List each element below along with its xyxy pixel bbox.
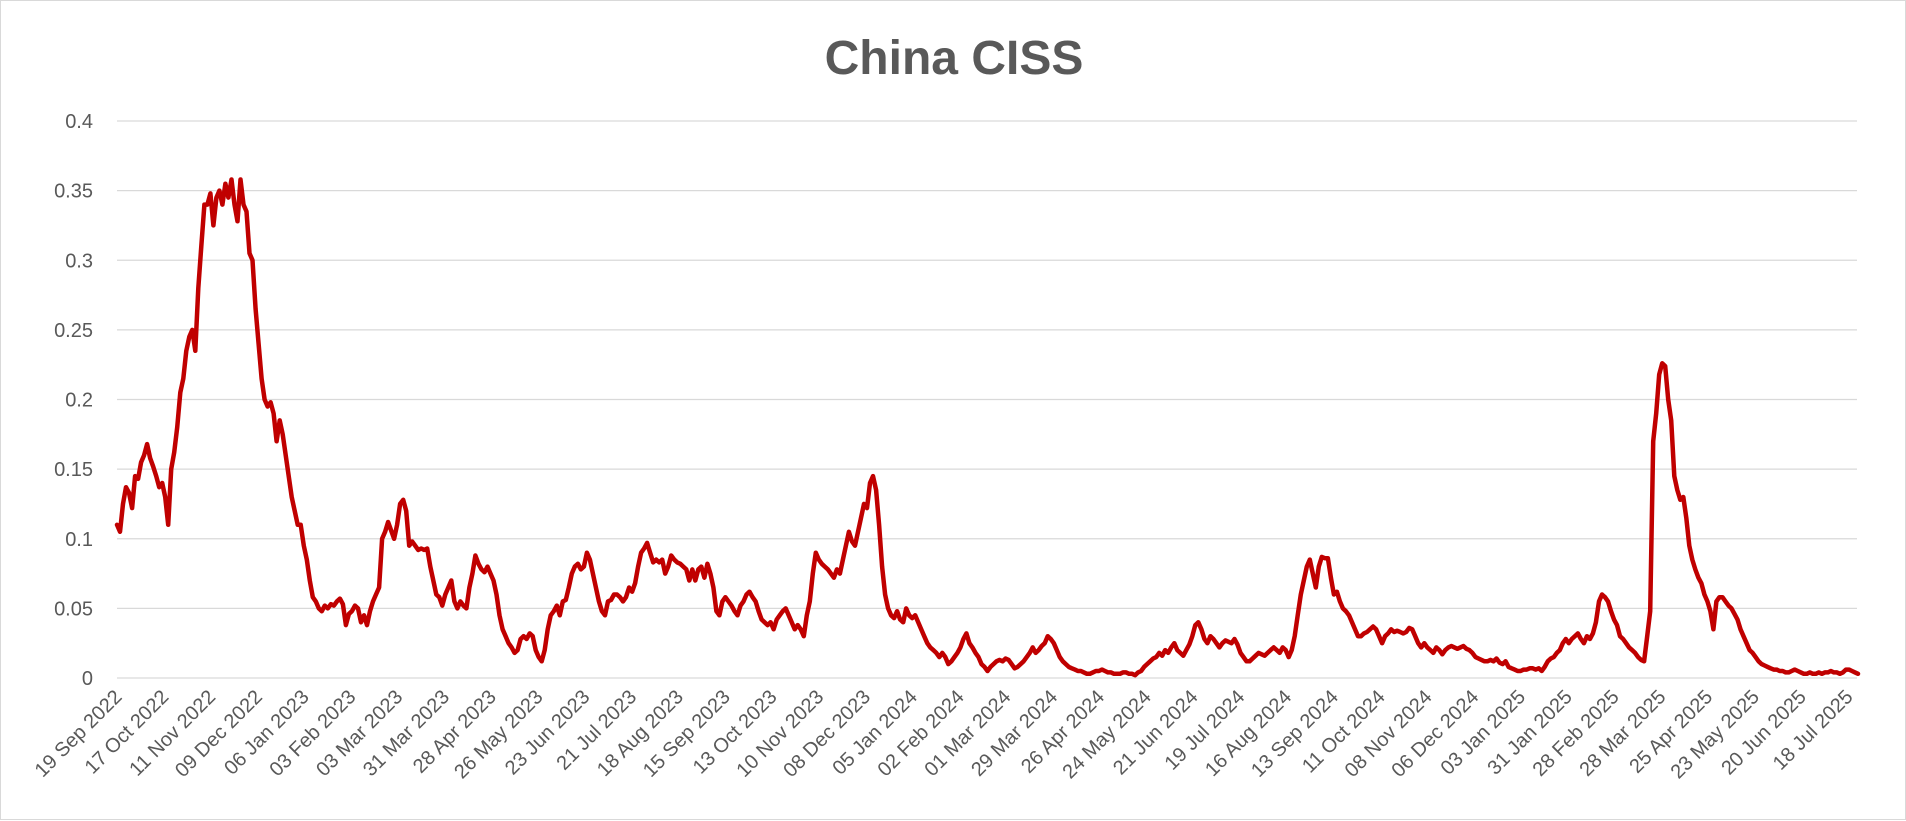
y-tick-label: 0.4 [65,111,93,133]
y-tick-label: 0.35 [54,181,93,203]
y-tick-label: 0.25 [54,320,93,342]
y-axis-ticks: 0 0.05 0.1 0.15 0.2 0.25 0.3 0.35 0.4 [54,111,93,690]
chart-title: China CISS [825,32,1084,85]
y-tick-label: 0.2 [65,390,93,412]
y-tick-label: 0 [82,668,93,690]
y-tick-label: 0.3 [65,250,93,272]
y-tick-label: 0.15 [54,459,93,481]
series-layer [114,177,1861,678]
y-tick-label: 0.1 [65,529,93,551]
y-tick-label: 0.05 [54,598,93,620]
series-line [114,177,1861,678]
